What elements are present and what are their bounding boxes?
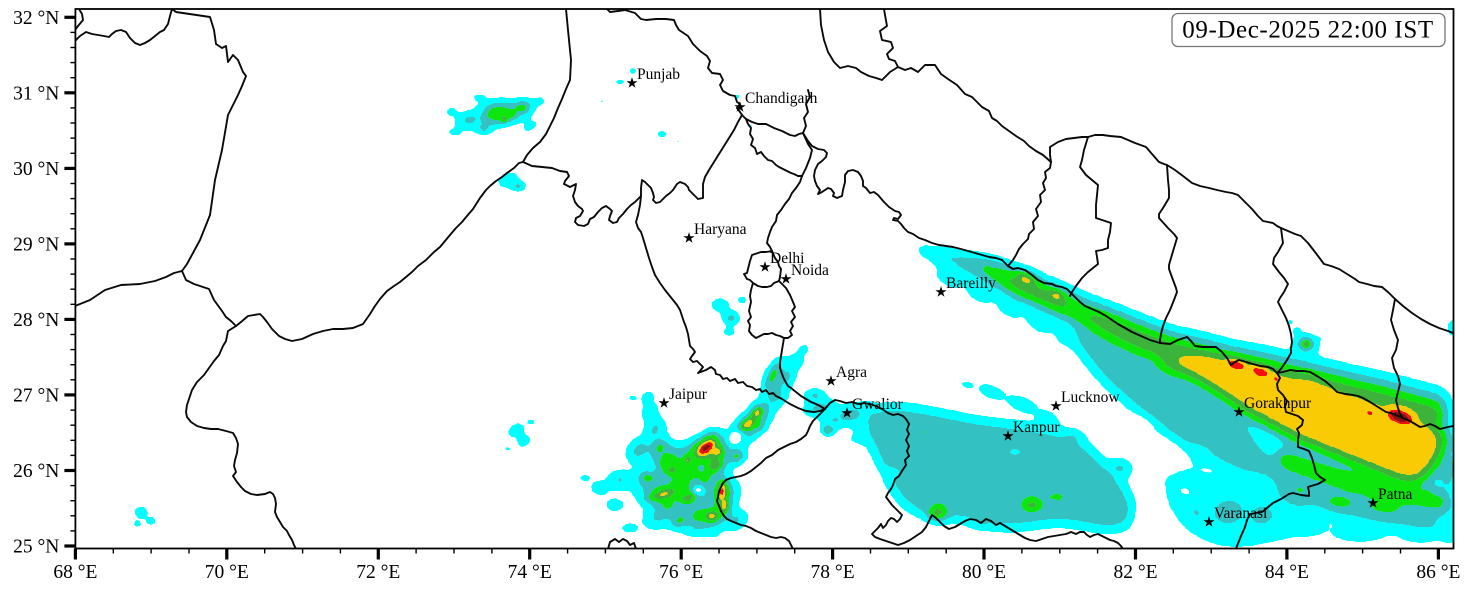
svg-text:32 °N: 32 °N bbox=[13, 8, 59, 29]
svg-text:72 °E: 72 °E bbox=[356, 562, 400, 583]
svg-text:86 °E: 86 °E bbox=[1416, 562, 1460, 583]
svg-text:29 °N: 29 °N bbox=[13, 234, 59, 255]
svg-text:Bareilly: Bareilly bbox=[946, 275, 996, 292]
svg-text:70 °E: 70 °E bbox=[205, 562, 249, 583]
svg-text:Haryana: Haryana bbox=[694, 221, 747, 238]
svg-text:Delhi: Delhi bbox=[770, 250, 805, 267]
svg-text:74 °E: 74 °E bbox=[508, 562, 552, 583]
svg-text:76 °E: 76 °E bbox=[659, 562, 703, 583]
svg-text:Chandigarh: Chandigarh bbox=[745, 90, 818, 107]
svg-text:09-Dec-2025 22:00 IST: 09-Dec-2025 22:00 IST bbox=[1182, 17, 1433, 44]
svg-text:68 °E: 68 °E bbox=[53, 562, 97, 583]
svg-text:31 °N: 31 °N bbox=[13, 83, 59, 104]
svg-text:84 °E: 84 °E bbox=[1265, 562, 1309, 583]
svg-text:82 °E: 82 °E bbox=[1113, 562, 1157, 583]
svg-text:80 °E: 80 °E bbox=[962, 562, 1006, 583]
svg-text:Kanpur: Kanpur bbox=[1013, 419, 1060, 436]
svg-text:26 °N: 26 °N bbox=[13, 461, 59, 482]
svg-text:78 °E: 78 °E bbox=[811, 562, 855, 583]
svg-text:Punjab: Punjab bbox=[637, 66, 680, 83]
svg-text:Noida: Noida bbox=[791, 262, 829, 279]
svg-text:Varanasi: Varanasi bbox=[1214, 505, 1268, 522]
svg-text:Agra: Agra bbox=[836, 364, 867, 381]
svg-text:Patna: Patna bbox=[1378, 486, 1413, 503]
svg-text:Gorakhpur: Gorakhpur bbox=[1244, 395, 1312, 412]
svg-text:Jaipur: Jaipur bbox=[669, 386, 708, 403]
svg-text:25 °N: 25 °N bbox=[13, 537, 59, 558]
svg-text:Lucknow: Lucknow bbox=[1061, 389, 1120, 406]
svg-text:Gwalior: Gwalior bbox=[852, 396, 904, 413]
svg-text:27 °N: 27 °N bbox=[13, 385, 59, 406]
svg-text:28 °N: 28 °N bbox=[13, 310, 59, 331]
svg-text:30 °N: 30 °N bbox=[13, 159, 59, 180]
